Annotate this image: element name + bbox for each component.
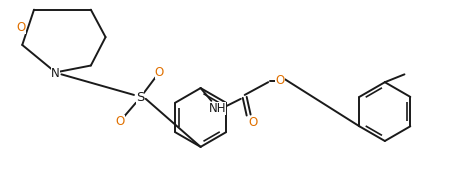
Text: S: S bbox=[136, 91, 144, 104]
Text: O: O bbox=[17, 21, 26, 34]
Text: O: O bbox=[275, 74, 284, 87]
Text: N: N bbox=[51, 67, 60, 80]
Text: O: O bbox=[155, 66, 164, 79]
Text: O: O bbox=[116, 115, 125, 128]
Text: NH: NH bbox=[208, 102, 226, 115]
Text: O: O bbox=[248, 116, 257, 129]
